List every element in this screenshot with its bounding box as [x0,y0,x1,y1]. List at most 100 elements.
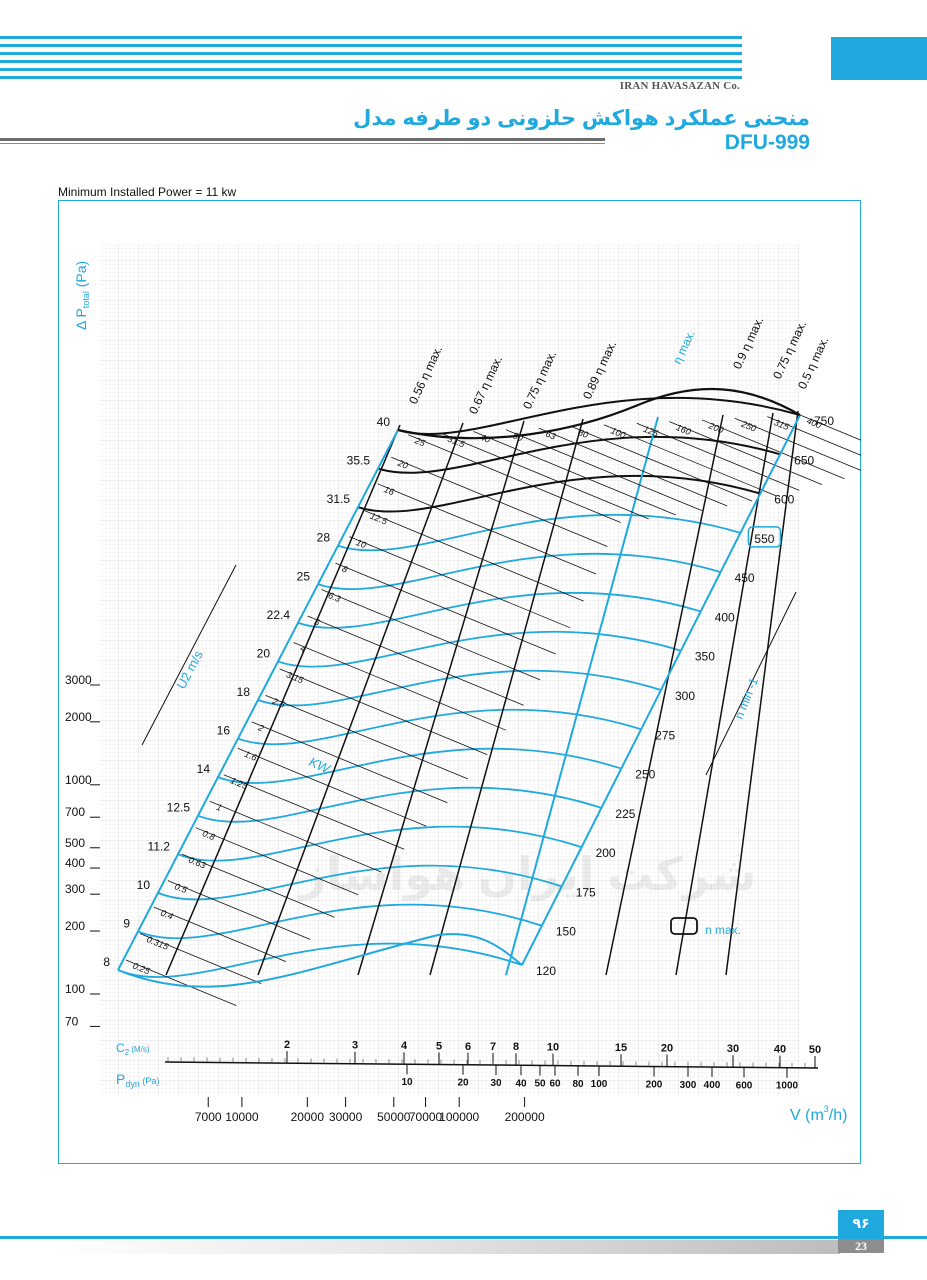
efficiency-line [165,424,401,976]
kw-label: 63 [544,429,557,442]
rpm-curve [277,630,682,668]
kw-label: 6.3 [327,590,342,604]
kw-label: 0.5 [173,881,189,895]
pdyn-tick-label: 1000 [776,1081,799,1092]
page-number-fa: ۹۶ [838,1210,884,1236]
u2-label: 12.5 [167,801,191,815]
u2-label: 16 [217,724,231,738]
rpm-label: 175 [576,885,596,899]
pdyn-tick-label: 40 [515,1078,527,1089]
header-stripe [0,44,742,47]
kw-label: 16 [383,484,396,497]
kw-line [767,416,861,456]
kw-line [506,429,703,512]
u2-guide-line [141,564,237,746]
kw-line [408,434,621,523]
chart-frame [58,200,861,1164]
page-number-en: 23 [838,1239,884,1253]
kw-label: 0.8 [201,828,216,842]
kw-line [363,509,584,602]
top-boundary [397,387,801,440]
pdyn-tick-label: 30 [490,1078,502,1089]
bottom-boundary [117,933,523,988]
kw-line [223,774,405,850]
kw-line [181,853,335,918]
y-tick-label: 300 [65,882,85,896]
x-tick-label: 10000 [225,1110,259,1124]
kw-label: 5 [313,617,322,629]
kw-line [603,424,776,497]
c2-tick-label: 30 [727,1043,739,1055]
kw-line [440,432,649,520]
c2-tick-label: 15 [615,1042,627,1054]
c2-tick-label: 6 [465,1041,471,1053]
kw-line [391,456,608,547]
kw-line [321,589,541,681]
y-tick-label: 200 [65,919,85,933]
rpm-curve [297,591,701,629]
rpm-curve [377,435,781,474]
u2-label: 10 [137,878,151,892]
company-name: IRAN HAVASAZAN Co. [619,80,740,92]
kw-label: 1.6 [243,749,258,763]
page-title: منحنی عملکرد هواکش حلزونی دو طرفه مدل DF… [353,107,810,154]
pdyn-tick-label: 20 [457,1078,469,1089]
kw-label: 40 [479,432,492,445]
right-boundary [521,414,801,966]
rpm-curve [217,747,622,784]
kw-line [734,417,861,471]
rpm-label: 120 [536,964,556,978]
rpm-label: 650 [794,453,814,467]
kw-line [701,419,845,480]
pdyn-tick-label: 400 [704,1080,721,1091]
kw-label: 0.4 [159,908,174,922]
rpm-curve [337,513,741,552]
kw-line [669,421,823,485]
y-tick-label: 2000 [65,710,92,724]
rpm-label: 450 [735,571,755,585]
header-stripe [0,52,742,55]
pdyn-tick-label: 200 [646,1079,663,1090]
efficiency-line [675,412,774,976]
pdyn-tick-label: 60 [549,1079,561,1090]
kw-label: 80 [577,427,590,440]
rpm-curve [317,552,721,591]
efficiency-line [357,420,525,976]
kw-label: 10 [355,537,368,550]
x-tick-label: 30000 [329,1110,363,1124]
y-tick-label: 700 [65,805,85,819]
c2-tick-label: 8 [513,1041,519,1053]
kw-line [293,642,507,731]
rpm-label: 600 [774,493,794,507]
efficiency-line [605,414,724,976]
u2-label: 22.4 [267,608,291,622]
header-corner-block [831,37,927,80]
kw-line [473,431,676,516]
kw-line [139,933,262,984]
rpm-label: 200 [596,846,616,860]
kw-line [307,615,524,706]
title-underline-thin [0,143,605,144]
pdyn-tick-label: 50 [534,1078,546,1089]
kw-line [251,721,448,804]
minimum-power-note: Minimum Installed Power = 11 kw [58,185,237,199]
kw-label: 2 [256,722,265,734]
kw-line [125,959,237,1006]
x-tick-label: 7000 [195,1110,222,1124]
x-tick-label: 100000 [439,1110,479,1124]
kw-label: 20 [396,457,410,470]
y-tick-label: 100 [65,982,85,996]
pdyn-tick-label: 10 [401,1077,413,1088]
rpm-curve [197,786,602,823]
u2-label: 20 [257,646,271,660]
kw-label: 50 [511,430,524,443]
u2-label: 14 [197,762,211,776]
c2-scale-line [164,1061,819,1069]
c2-tick-label: 20 [661,1043,673,1055]
y-tick-label: 70 [65,1014,79,1028]
fan-performance-chart: شرکت ایران هواساز 1201501752002252502753… [65,244,861,1124]
header-stripe [0,60,742,63]
y-tick-label: 1000 [65,773,92,787]
kw-line [377,483,597,575]
x-tick-label: 200000 [505,1110,545,1124]
